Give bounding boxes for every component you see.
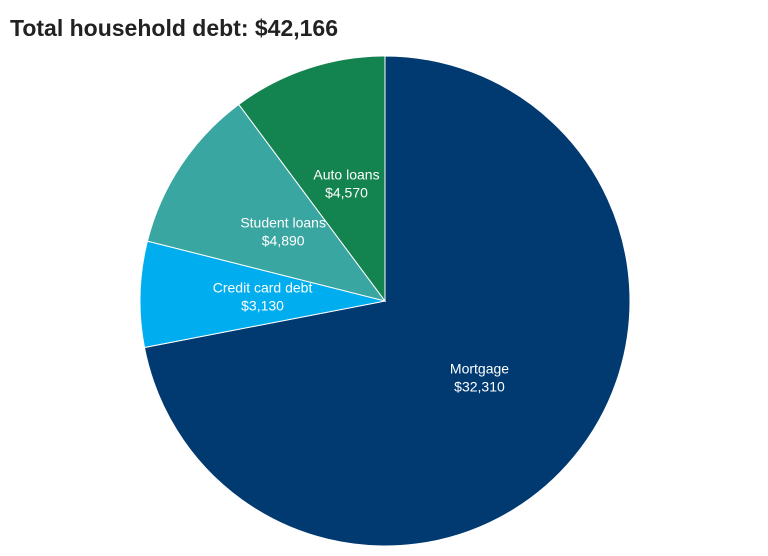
slice-label: Auto loans (313, 166, 379, 182)
slice-value-label: $4,890 (262, 233, 305, 249)
pie-slice (146, 103, 387, 302)
slice-label: Student loans (240, 215, 326, 231)
slice-label: Mortgage (450, 361, 509, 377)
pie-slice (238, 55, 386, 303)
slice-value-label: $32,310 (454, 379, 505, 395)
slice-value-label: $4,570 (325, 184, 368, 200)
pie-slice (139, 240, 386, 349)
pie-slice (143, 55, 631, 547)
slice-value-label: $3,130 (241, 297, 284, 313)
slice-label: Credit card debt (213, 279, 313, 295)
chart-title: Total household debt: $42,166 (10, 15, 338, 41)
